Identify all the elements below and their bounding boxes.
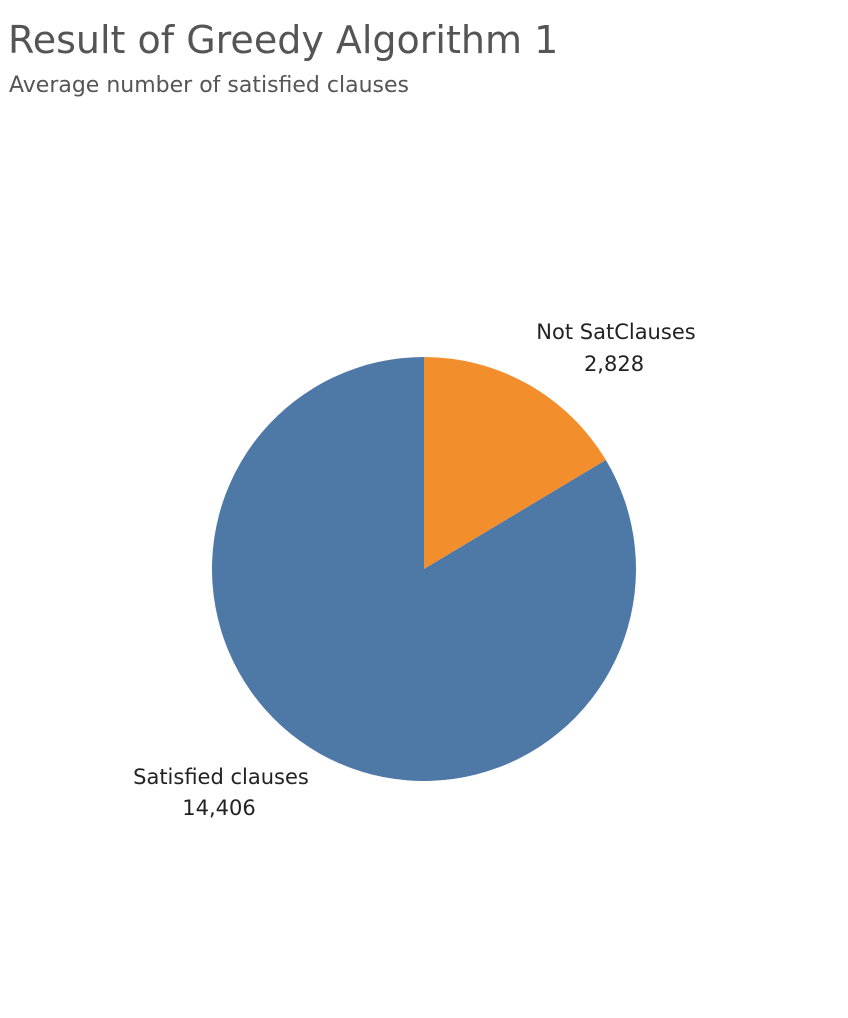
pie-slice-not-sat-clauses [424,357,606,569]
pie-slice-satisfied-clauses [211,357,636,781]
slice-label-satisfied-name: Satisfied clauses [133,765,309,789]
chart-subtitle: Average number of satisfied clauses [9,73,409,98]
slice-label-not-sat-value: 2,828 [584,352,644,376]
chart-title: Result of Greedy Algorithm 1 [8,18,559,62]
slice-label-satisfied-value: 14,406 [182,796,255,820]
slice-label-not-sat-name: Not SatClauses [536,320,695,344]
